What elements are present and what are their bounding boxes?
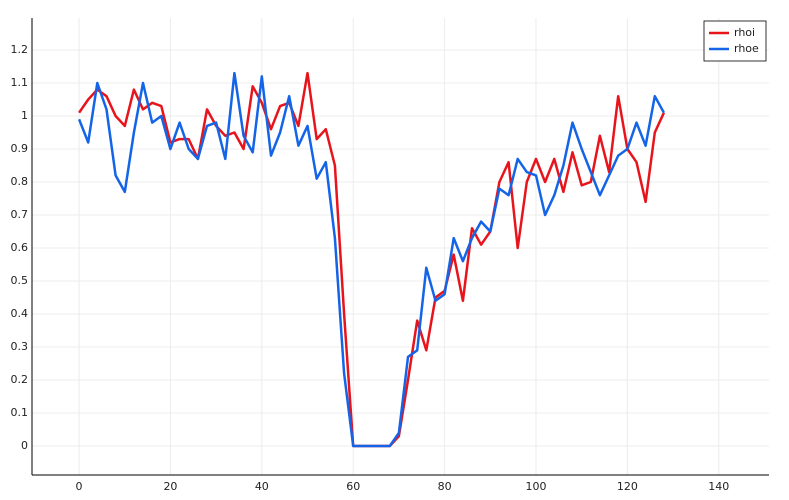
x-tick-label: 0 bbox=[76, 480, 83, 493]
line-series bbox=[77, 71, 665, 448]
legend: rhoi rhoe bbox=[703, 20, 767, 62]
x-tick-label: 120 bbox=[617, 480, 638, 493]
x-tick-label: 140 bbox=[708, 480, 729, 493]
y-tick-label: 0.1 bbox=[11, 406, 29, 419]
y-tick-label: 0.5 bbox=[11, 274, 29, 287]
y-tick-label: 0.3 bbox=[11, 340, 29, 353]
x-tick-label: 20 bbox=[163, 480, 177, 493]
y-tick-label: 0.8 bbox=[11, 175, 29, 188]
legend-box bbox=[703, 20, 767, 62]
y-tick-label: 0.4 bbox=[11, 307, 29, 320]
y-tick-label: 1.1 bbox=[11, 76, 29, 89]
x-tick-label: 40 bbox=[255, 480, 269, 493]
y-tick-label: 0.6 bbox=[11, 241, 29, 254]
y-tick-label: 0 bbox=[21, 439, 28, 452]
legend-label: rhoi bbox=[734, 26, 755, 39]
y-tick-label: 1.2 bbox=[11, 43, 29, 56]
x-tick-label: 100 bbox=[525, 480, 546, 493]
y-tick-label: 1 bbox=[21, 109, 28, 122]
line-series bbox=[78, 71, 666, 448]
y-tick-label: 0.9 bbox=[11, 142, 29, 155]
legend-label: rhoe bbox=[734, 42, 759, 55]
y-tick-label: 0.2 bbox=[11, 373, 29, 386]
y-tick-label: 0.7 bbox=[11, 208, 29, 221]
x-tick-label: 80 bbox=[438, 480, 452, 493]
x-tick-label: 60 bbox=[346, 480, 360, 493]
